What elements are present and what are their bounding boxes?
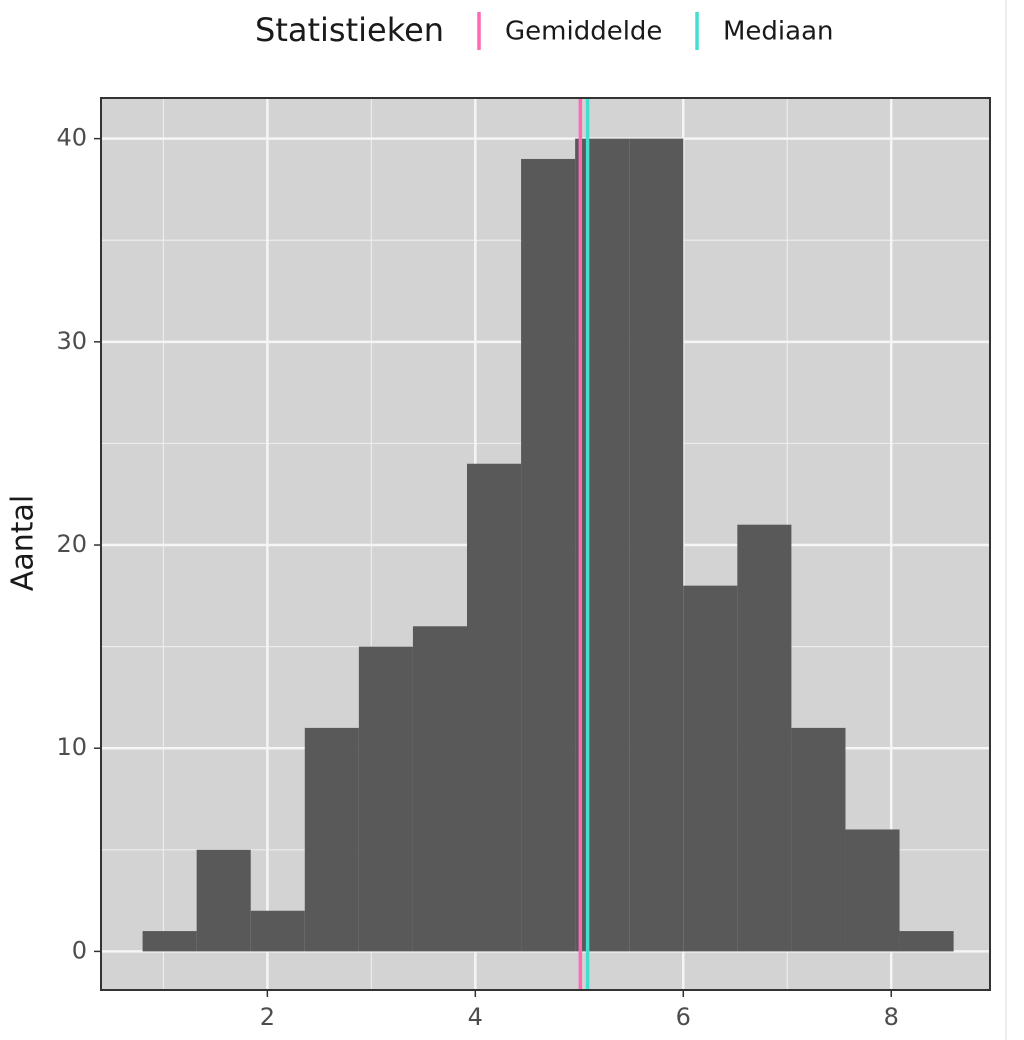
- y-tick-label: 40: [56, 124, 87, 152]
- bar: [304, 727, 359, 952]
- y-tick-label: 30: [56, 327, 87, 355]
- x-tick-label: 4: [468, 1003, 483, 1031]
- bar: [412, 626, 467, 952]
- bar: [899, 931, 954, 952]
- bar: [845, 829, 900, 952]
- bar: [358, 646, 413, 952]
- y-tick-label: 10: [56, 733, 87, 761]
- bar: [629, 138, 684, 952]
- bar: [791, 727, 846, 952]
- bar: [142, 931, 197, 952]
- x-tick-label: 2: [260, 1003, 275, 1031]
- legend-label: Mediaan: [723, 17, 834, 47]
- bar: [196, 849, 251, 952]
- bar: [466, 463, 522, 952]
- x-tick-label: 6: [676, 1003, 691, 1031]
- y-axis-label: Aantal: [6, 495, 41, 591]
- bar: [683, 585, 738, 952]
- x-tick-label: 8: [884, 1003, 899, 1031]
- bar: [737, 524, 792, 952]
- bar: [521, 158, 576, 952]
- y-tick-label: 0: [72, 936, 87, 964]
- bar: [250, 910, 305, 952]
- plot-border: [100, 97, 991, 991]
- legend-title: Statistieken: [255, 11, 444, 49]
- y-tick-label: 20: [56, 530, 87, 558]
- bar: [575, 138, 630, 952]
- legend-label: Gemiddelde: [505, 17, 662, 47]
